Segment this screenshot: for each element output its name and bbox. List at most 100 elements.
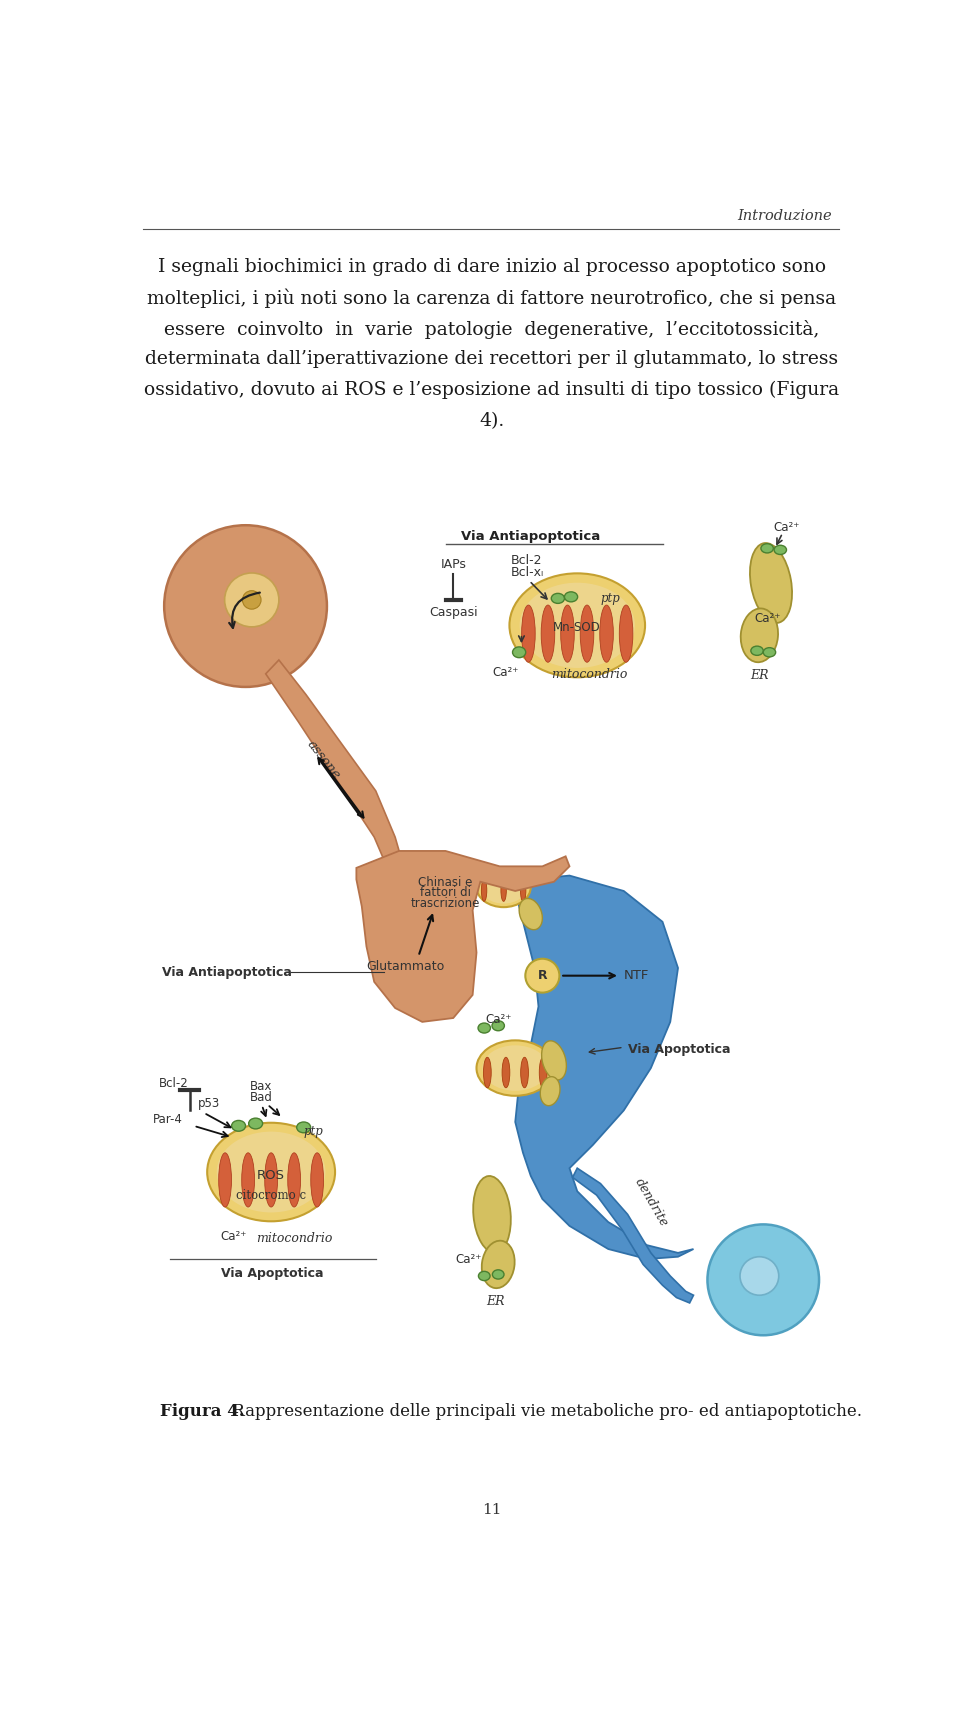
Text: IAPs: IAPs [441,559,467,571]
Ellipse shape [520,1058,528,1088]
Ellipse shape [478,1272,490,1280]
Text: Bax: Bax [250,1080,273,1092]
Circle shape [740,1256,779,1296]
Ellipse shape [540,1058,547,1088]
Polygon shape [356,850,569,1022]
Polygon shape [516,876,693,1260]
Text: Bad: Bad [250,1092,273,1104]
Text: Via Antiapoptotica: Via Antiapoptotica [461,530,600,543]
Text: NTF: NTF [624,968,649,982]
Ellipse shape [297,1123,311,1133]
Text: Bcl-xₗ: Bcl-xₗ [511,566,543,579]
Text: citocromo c: citocromo c [236,1188,306,1202]
Text: mitocondrio: mitocondrio [256,1232,332,1244]
Ellipse shape [249,1118,263,1130]
Text: fattori di: fattori di [420,886,471,900]
Ellipse shape [482,1046,548,1090]
Text: R: R [538,968,547,982]
Ellipse shape [551,593,564,603]
Text: Ca²⁺: Ca²⁺ [221,1229,247,1243]
Ellipse shape [619,605,633,662]
Ellipse shape [207,1123,335,1222]
Text: 11: 11 [482,1503,502,1517]
Ellipse shape [580,605,594,662]
Text: ROS: ROS [257,1169,285,1183]
Polygon shape [572,1169,693,1303]
Circle shape [243,591,261,608]
Ellipse shape [741,608,778,662]
Text: essere  coinvolto  in  varie  patologie  degenerative,  l’eccitotossicità,: essere coinvolto in varie patologie dege… [164,319,820,339]
Text: I segnali biochimici in grado di dare inizio al processo apoptotico sono: I segnali biochimici in grado di dare in… [158,259,826,276]
Ellipse shape [761,543,774,554]
Ellipse shape [763,648,776,656]
Ellipse shape [217,1131,325,1212]
Ellipse shape [219,1154,231,1207]
Ellipse shape [541,605,555,662]
Text: Glutammato: Glutammato [366,960,444,974]
Text: Ca²⁺: Ca²⁺ [485,1013,512,1025]
Text: Ca²⁺: Ca²⁺ [754,612,780,626]
Ellipse shape [377,977,390,987]
Ellipse shape [265,1154,277,1207]
Text: Via Apoptotica: Via Apoptotica [628,1044,731,1056]
Text: Introduzione: Introduzione [737,209,831,223]
Ellipse shape [750,543,792,622]
Ellipse shape [387,987,398,998]
Text: molteplici, i più noti sono la carenza di fattore neurotrofico, che si pensa: molteplici, i più noti sono la carenza d… [148,290,836,309]
Text: Par-4: Par-4 [153,1112,183,1126]
Ellipse shape [484,1058,492,1088]
Text: assone: assone [304,739,343,782]
Ellipse shape [510,574,645,677]
Text: dendrite: dendrite [632,1176,670,1229]
Text: ossidativo, dovuto ai ROS e l’esposizione ad insulti di tipo tossico (Figura: ossidativo, dovuto ai ROS e l’esposizion… [144,381,840,399]
Text: Via Antiapoptotica: Via Antiapoptotica [162,967,292,979]
Ellipse shape [520,879,526,902]
Circle shape [225,572,278,627]
Ellipse shape [481,879,487,902]
Ellipse shape [502,1058,510,1088]
Text: ER: ER [750,668,769,682]
Ellipse shape [311,1154,324,1207]
Circle shape [525,958,560,992]
Text: Ca²⁺: Ca²⁺ [456,1253,482,1267]
Ellipse shape [519,583,635,668]
Text: Bcl-2: Bcl-2 [159,1078,189,1090]
Text: Caspasi: Caspasi [429,607,477,619]
Ellipse shape [519,898,542,929]
Text: 4).: 4). [479,411,505,430]
Ellipse shape [492,1270,504,1279]
Text: p53: p53 [198,1097,220,1111]
Text: Ca²⁺: Ca²⁺ [492,667,519,679]
Text: trascrizione: trascrizione [411,896,480,910]
Circle shape [164,524,327,687]
Text: mitocondrio: mitocondrio [551,668,627,680]
Ellipse shape [399,986,411,996]
Ellipse shape [492,1022,504,1030]
Ellipse shape [473,1176,511,1253]
Text: determinata dall’iperattivazione dei recettori per il glutammato, lo stress: determinata dall’iperattivazione dei rec… [145,350,839,369]
Ellipse shape [482,1241,515,1289]
Ellipse shape [242,1154,254,1207]
Text: Bcl-2: Bcl-2 [511,554,542,567]
Ellipse shape [561,605,574,662]
Text: Rappresentazione delle principali vie metaboliche pro- ed antiapoptotiche.: Rappresentazione delle principali vie me… [227,1404,862,1419]
Ellipse shape [501,879,506,902]
Ellipse shape [481,871,527,903]
Ellipse shape [288,1154,300,1207]
Ellipse shape [521,605,536,662]
Ellipse shape [478,1023,491,1034]
Ellipse shape [513,646,526,658]
Ellipse shape [540,1076,560,1106]
Ellipse shape [564,591,578,602]
Text: ptp: ptp [304,1126,324,1138]
Text: Via Apoptotica: Via Apoptotica [222,1267,324,1280]
Text: Chinasi e: Chinasi e [419,876,472,888]
Circle shape [708,1224,819,1335]
Ellipse shape [541,1040,566,1080]
Text: Mn-SOD: Mn-SOD [553,620,601,634]
Ellipse shape [476,1040,554,1095]
Polygon shape [266,660,419,907]
Text: Figura 4.: Figura 4. [160,1404,245,1419]
Ellipse shape [231,1121,246,1131]
Ellipse shape [751,646,763,655]
